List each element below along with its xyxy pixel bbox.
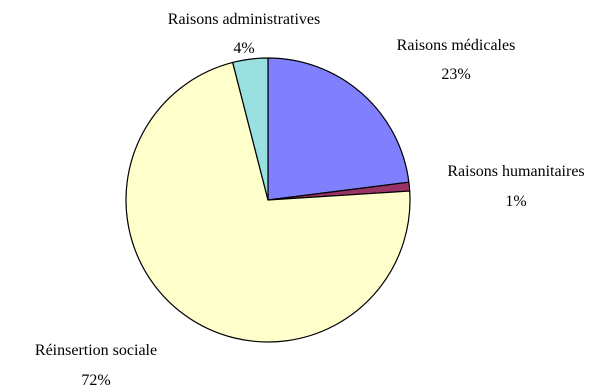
label-raisons-administratives: Raisons administratives [168,11,320,28]
label-raisons-humanitaires: Raisons humanitaires [447,163,584,180]
label-reinsertion-sociale: Réinsertion sociale [35,342,157,359]
slice-raisons-administratives [232,57,269,201]
pct-reinsertion-sociale: 72% [81,372,110,389]
pct-raisons-administratives: 4% [233,40,254,57]
pct-raisons-medicales: 23% [441,66,470,83]
slice-reinsertion-sociale [125,61,411,343]
pct-raisons-humanitaires: 1% [505,193,526,210]
label-raisons-medicales: Raisons médicales [397,37,516,54]
slice-raisons-medicales [267,57,410,201]
pie-slices [125,57,411,343]
